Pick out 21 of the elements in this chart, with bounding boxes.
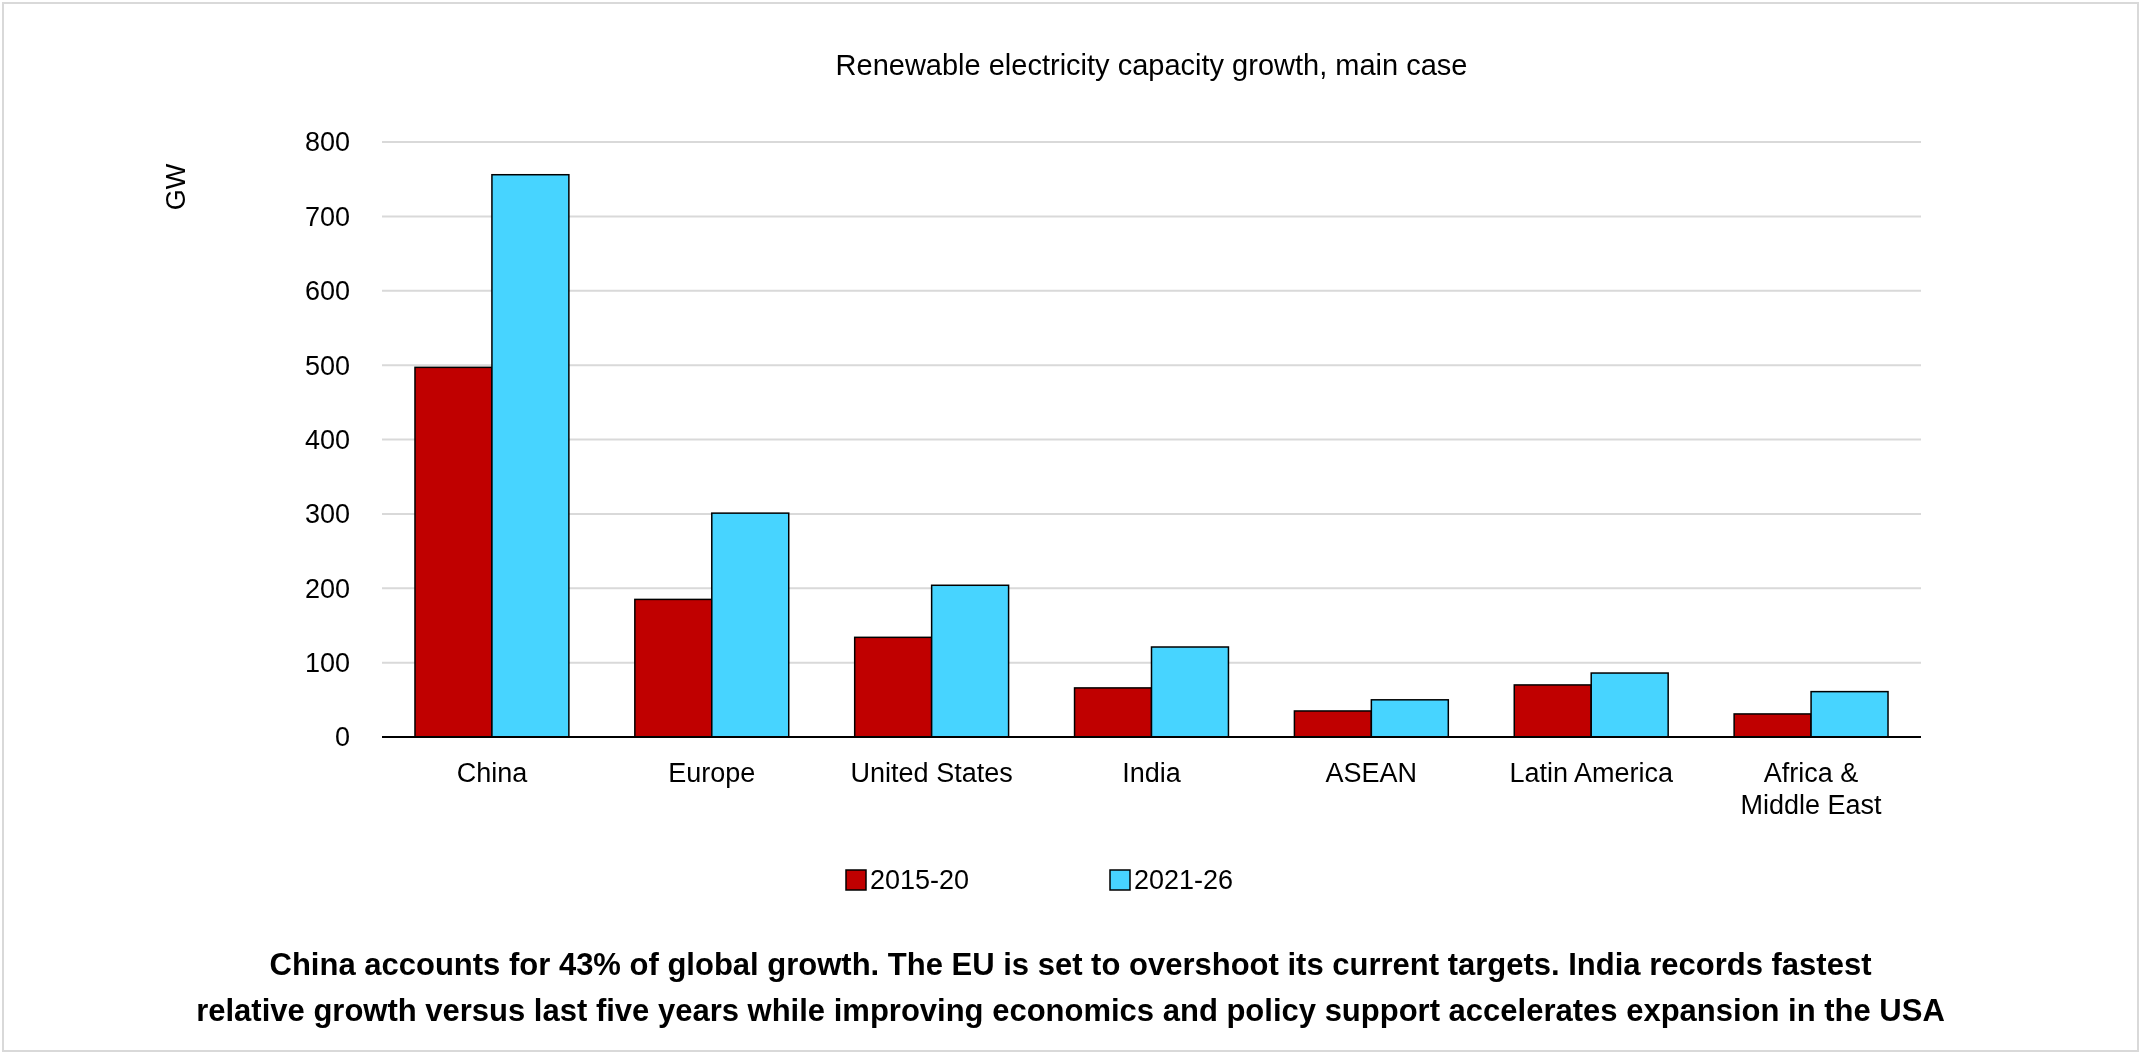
x-tick-label: United States (850, 758, 1013, 788)
x-tick-label: ASEAN (1325, 758, 1418, 788)
x-tick-label: Europe (668, 758, 756, 788)
x-tick-label: China (456, 758, 529, 788)
y-tick-label: 700 (304, 201, 350, 232)
x-tick-label: Africa & Middle East (1740, 758, 1883, 820)
y-tick-label: 600 (304, 276, 350, 307)
y-axis-title: GW (161, 163, 191, 211)
y-tick-label: 400 (304, 424, 350, 455)
chart-title: Renewable electricity capacity growth, main case (835, 49, 1468, 81)
x-tick-label: India (1122, 758, 1182, 788)
legend-label: 2021-26 (1134, 865, 1234, 896)
legend-label: 2015-20 (870, 865, 970, 896)
text: China accounts for 43% of global growth. The EU is set to overshoot its current targets. India records fastest relative growth versus last five years while improving economics and policy support accelerates expansion in the USA (196, 947, 1945, 1028)
y-tick-label: 500 (304, 350, 350, 381)
y-tick-label: 0 (334, 722, 350, 753)
y-tick-label: 800 (304, 127, 350, 158)
x-tick-label: Latin America (1509, 758, 1674, 788)
y-tick-label: 100 (304, 648, 350, 679)
y-tick-label: 300 (304, 499, 350, 530)
y-tick-label: 200 (304, 573, 350, 604)
